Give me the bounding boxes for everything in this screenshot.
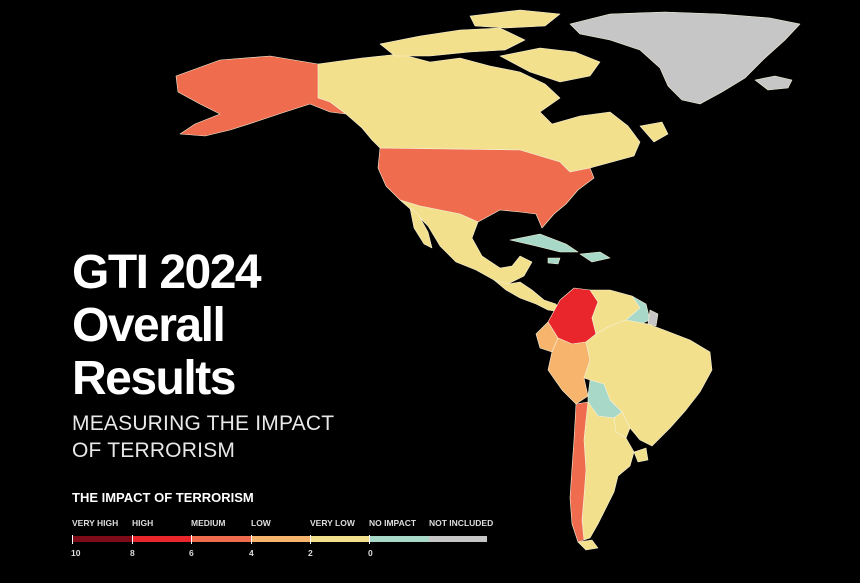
region-ecuador: [535, 321, 559, 353]
region-cuba: [509, 233, 579, 253]
legend-label-high: HIGH: [132, 518, 154, 528]
legend-swatch-not-included: [429, 536, 487, 542]
legend-scale-0: 0: [368, 548, 373, 558]
region-iceland: [754, 75, 793, 91]
legend-swatch-very-low: [310, 536, 369, 542]
legend-tick: [310, 535, 311, 544]
legend-swatch-no-impact: [369, 536, 429, 542]
legend-label-very-high: VERY HIGH: [72, 518, 119, 528]
legend-swatch-very-high: [72, 536, 132, 542]
region-greenland: [569, 11, 801, 105]
region-mexico: [399, 199, 533, 285]
title-line-2: Overall: [72, 299, 226, 352]
legend-swatch-medium: [191, 536, 251, 542]
region-newfoundland: [639, 121, 669, 143]
title-line-1: GTI 2024: [72, 246, 262, 299]
region-chile: [569, 401, 589, 543]
legend-scale-6: 6: [189, 548, 194, 558]
region-canada-islands-1: [379, 27, 526, 57]
legend-label-low: LOW: [251, 518, 271, 528]
legend-scale-10: 10: [71, 548, 81, 558]
legend-tick: [251, 535, 252, 544]
region-canada-islands-2: [499, 47, 601, 83]
legend-label-not-included: NOT INCLUDED: [429, 518, 494, 528]
legend-scale-8: 8: [130, 548, 135, 558]
region-alaska: [175, 55, 347, 137]
region-uruguay: [633, 447, 649, 463]
title-line-3: Results: [72, 352, 236, 405]
legend-label-very-low: VERY LOW: [310, 518, 355, 528]
region-tierra-del-fuego: [577, 539, 599, 551]
region-hispaniola: [579, 251, 611, 263]
legend-tick: [132, 535, 133, 544]
title-block: GTI 2024 Overall Results: [72, 246, 262, 405]
region-french-guiana: [647, 309, 659, 327]
legend-swatch-low: [251, 536, 310, 542]
region-jamaica: [547, 257, 561, 265]
subtitle-line-1: MEASURING THE IMPACT: [72, 412, 335, 435]
region-baja: [409, 207, 433, 249]
subtitle-line-2: OF TERRORISM: [72, 439, 236, 462]
legend-title: THE IMPACT OF TERRORISM: [72, 490, 254, 505]
legend-label-medium: MEDIUM: [191, 518, 226, 528]
legend-label-no-impact: NO IMPACT: [369, 518, 417, 528]
legend-scale-2: 2: [308, 548, 313, 558]
legend-tick: [72, 535, 73, 544]
legend-tick: [191, 535, 192, 544]
region-canada-islands-3: [469, 9, 561, 29]
legend-swatch-high: [132, 536, 191, 542]
legend-tick: [369, 535, 370, 544]
legend-scale-4: 4: [249, 548, 254, 558]
subtitle: MEASURING THE IMPACT OF TERRORISM: [72, 410, 334, 464]
region-canada: [317, 53, 641, 173]
